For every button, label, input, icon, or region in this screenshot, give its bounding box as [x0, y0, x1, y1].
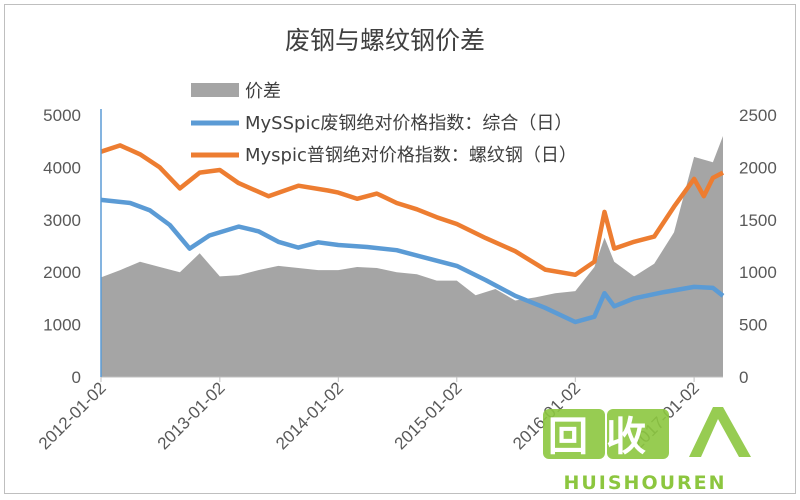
x-tick-label: 2012-01-02	[35, 378, 110, 453]
x-tick-label: 2013-01-02	[154, 378, 229, 453]
plot-area	[100, 136, 725, 377]
y-right-tick-label: 1000	[739, 263, 777, 282]
x-tick-label: 2014-01-02	[272, 378, 347, 453]
y-right-tick-label: 2000	[739, 158, 777, 177]
y-right-tick-label: 1500	[739, 211, 777, 230]
price-spread-chart: 废钢与螺纹钢价差 价差 MySSpic废钢绝对价格指数：综合（日） Myspic…	[35, 26, 777, 493]
y-right-tick-label: 500	[739, 316, 767, 335]
x-tick-label: 2015-01-02	[391, 378, 466, 453]
y-left-tick-label: 0	[72, 368, 81, 387]
y-right-tick-label: 2500	[739, 106, 777, 125]
y-right-tick-label: 0	[739, 368, 748, 387]
legend-label-scrap: MySSpic废钢绝对价格指数：综合（日）	[245, 113, 572, 134]
legend-label-spread: 价差	[245, 81, 281, 102]
y-left-tick-label: 2000	[43, 263, 81, 282]
legend: 价差 MySSpic废钢绝对价格指数：综合（日） Myspic普钢绝对价格指数：…	[191, 81, 577, 166]
chart-title: 废钢与螺纹钢价差	[285, 26, 485, 55]
y-left-tick-label: 5000	[43, 106, 81, 125]
watermark-logo: 回收 HUISHOUREN	[543, 407, 751, 493]
y-left-tick-label: 1000	[43, 316, 81, 335]
series-line-rebar	[100, 143, 725, 278]
legend-label-rebar: Myspic普钢绝对价格指数：螺纹钢（日）	[245, 145, 577, 166]
watermark-en-text: HUISHOUREN	[563, 472, 726, 493]
series-line-scrap	[100, 197, 725, 325]
chart-frame: 废钢与螺纹钢价差 价差 MySSpic废钢绝对价格指数：综合（日） Myspic…	[4, 4, 796, 494]
legend-swatch-spread	[191, 83, 239, 97]
y-left-tick-label: 4000	[43, 158, 81, 177]
y-left-tick-label: 3000	[43, 211, 81, 230]
watermark-cn-text: 回收	[548, 414, 664, 460]
